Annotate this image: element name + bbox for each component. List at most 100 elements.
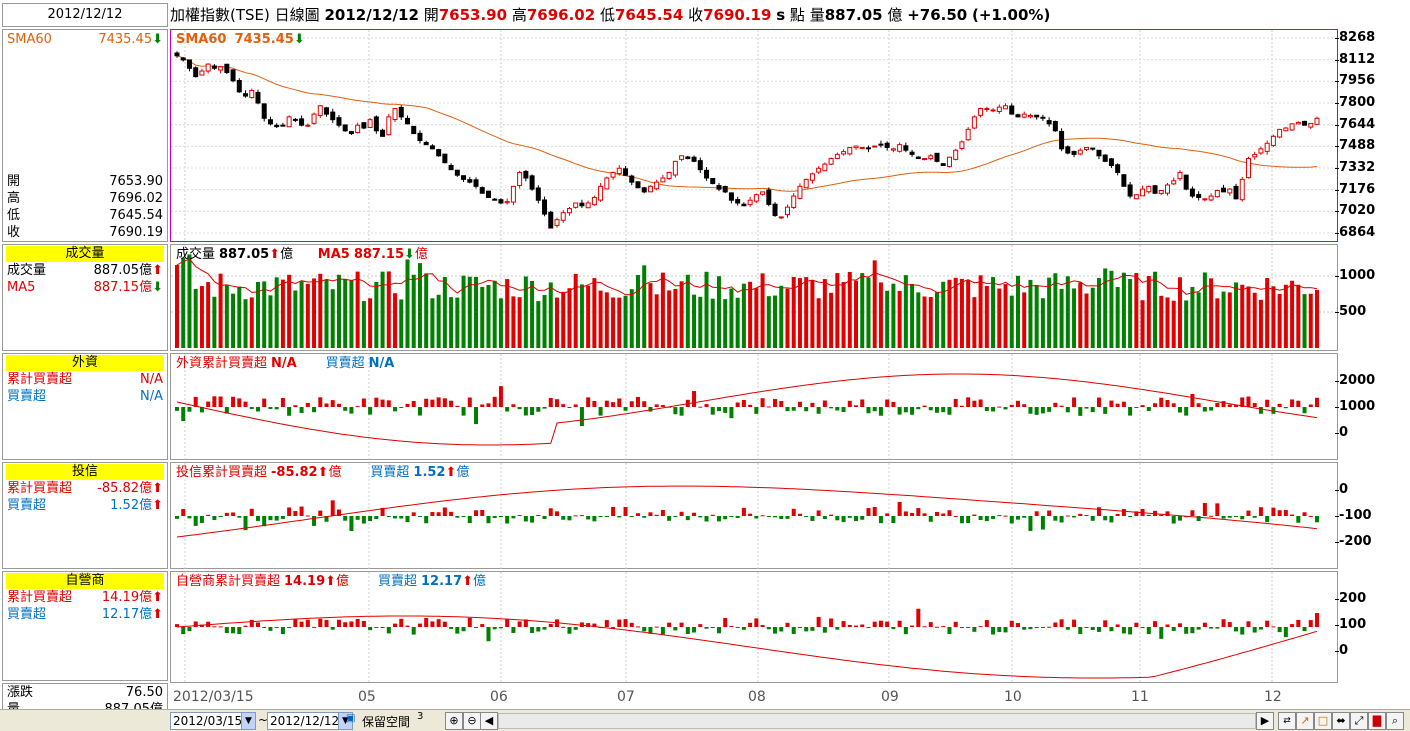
flow-bar — [1009, 620, 1014, 627]
flow-bar — [1096, 627, 1101, 632]
flow-bar — [374, 627, 379, 628]
frame-icon[interactable]: □ — [1314, 712, 1332, 730]
volume-chart[interactable]: 成交量 887.05⬆億 MA5 887.15⬇億 — [170, 244, 1339, 352]
flow-bar — [592, 516, 597, 522]
reserve-space-value[interactable]: 3 — [417, 711, 424, 722]
volume-bar — [635, 275, 640, 348]
start-date-select[interactable]: 2012/03/15 ▼ — [170, 712, 256, 730]
flow-bar — [866, 508, 871, 516]
dealer-info-panel: 自營商 累計買賣超 14.19億⬆ 買賣超 12.17億⬆ — [2, 571, 168, 681]
volume-bar — [1296, 284, 1301, 348]
flow-bar — [336, 403, 341, 407]
candle-body — [778, 216, 784, 219]
flow-bar — [1308, 515, 1313, 517]
candle-body — [473, 179, 479, 187]
scroll-right-icon[interactable]: ▶ — [1256, 712, 1274, 730]
candle-body — [448, 164, 454, 171]
flow-bar — [928, 622, 933, 627]
zoom-in-icon[interactable]: ⊕ — [445, 712, 463, 730]
flow-bar — [536, 627, 541, 632]
candle-body — [784, 206, 790, 216]
candle-body — [1065, 146, 1071, 154]
volume-bar — [822, 279, 827, 348]
flow-bar — [692, 512, 697, 516]
trust-chart[interactable]: 投信累計買賣超 -85.82⬆億 買賣超 1.52⬆億 — [170, 462, 1338, 570]
bar-chart-icon[interactable]: ▇ — [1368, 712, 1386, 730]
candle-body — [1027, 115, 1033, 118]
volume-bar — [355, 271, 360, 348]
foreign-info-panel: 外資 累計買賣超 N/A 買賣超 N/A — [2, 353, 168, 460]
flow-bar — [374, 397, 379, 407]
flow-bar — [629, 622, 634, 627]
candle-body — [1189, 188, 1195, 197]
flow-bar — [262, 398, 267, 407]
candle-body — [791, 195, 797, 208]
expand-icon[interactable]: ↗ — [1296, 712, 1314, 730]
volume-bar — [181, 257, 186, 348]
flow-bar — [255, 622, 260, 627]
volume-bar — [299, 281, 304, 348]
flow-bar — [1265, 620, 1270, 627]
candle-body — [716, 185, 722, 190]
candle-body — [984, 108, 990, 111]
flow-bar — [430, 621, 435, 627]
end-date-select[interactable]: 2012/12/12 ▼ — [267, 712, 353, 730]
settings-icon[interactable]: ⇄ — [1278, 712, 1296, 730]
volume-bar — [810, 280, 815, 348]
price-chart[interactable]: SMA60 7435.45⬇ — [170, 29, 1339, 243]
x-tick: 10 — [1004, 689, 1022, 705]
flow-bar — [1090, 516, 1095, 521]
flow-bar — [953, 515, 958, 517]
flow-bar — [885, 513, 890, 516]
title-close: 7690.19 — [703, 6, 772, 24]
volume-bar — [274, 277, 279, 348]
search-icon[interactable]: ⌕ — [1386, 712, 1404, 730]
flow-bar — [822, 627, 827, 633]
period-label: 日線圖 — [274, 6, 320, 24]
flow-bar — [704, 516, 709, 522]
fullscreen-icon[interactable]: ⤢ — [1350, 712, 1368, 730]
candle-body — [467, 179, 473, 183]
flow-bar — [972, 400, 977, 407]
flow-bar — [1290, 399, 1295, 407]
volume-bar — [1053, 273, 1058, 348]
volume-bar — [760, 273, 765, 348]
flow-bar — [1171, 516, 1176, 524]
flow-bar — [486, 516, 491, 524]
flow-bar — [916, 608, 921, 627]
foreign-chart[interactable]: 外資累計買賣超 N/A 買賣超 N/A — [170, 353, 1338, 461]
move-icon[interactable]: ⬌ — [1332, 712, 1350, 730]
candle-body — [1140, 188, 1146, 197]
candle-body — [1059, 130, 1065, 150]
candle-body — [461, 175, 467, 180]
horizontal-scrollbar[interactable] — [498, 713, 1256, 729]
volume-bar — [679, 281, 684, 348]
candle-body — [1077, 149, 1083, 155]
candle-body — [423, 141, 429, 146]
candle-body — [280, 124, 286, 127]
flow-bar — [1302, 512, 1307, 516]
flow-bar — [555, 511, 559, 516]
flow-bar — [891, 401, 896, 407]
candle-body — [1121, 174, 1127, 187]
flow-bar — [1015, 400, 1020, 407]
candle-body — [841, 151, 847, 155]
flow-bar — [903, 407, 908, 413]
chevron-down-icon: ▼ — [241, 713, 255, 729]
flow-bar — [928, 516, 933, 522]
candle-body — [853, 145, 859, 149]
volume-bar — [773, 295, 778, 348]
volume-bars — [171, 245, 1339, 352]
scroll-left-icon[interactable]: ◀ — [480, 712, 498, 730]
reserve-icon[interactable]: ▣ — [346, 713, 356, 724]
candle-body — [1208, 195, 1214, 201]
flow-bar — [922, 513, 927, 516]
flow-bar — [1283, 407, 1288, 409]
dealer-chart[interactable]: 自營商累計買賣超 14.19⬆億 買賣超 12.17⬆億 — [170, 571, 1338, 684]
candle-body — [897, 144, 903, 152]
volume-bar — [878, 282, 883, 348]
flow-bar — [797, 513, 802, 516]
zoom-out-icon[interactable]: ⊖ — [463, 712, 481, 730]
candle-body — [1127, 184, 1133, 197]
volume-bar — [1184, 300, 1189, 348]
